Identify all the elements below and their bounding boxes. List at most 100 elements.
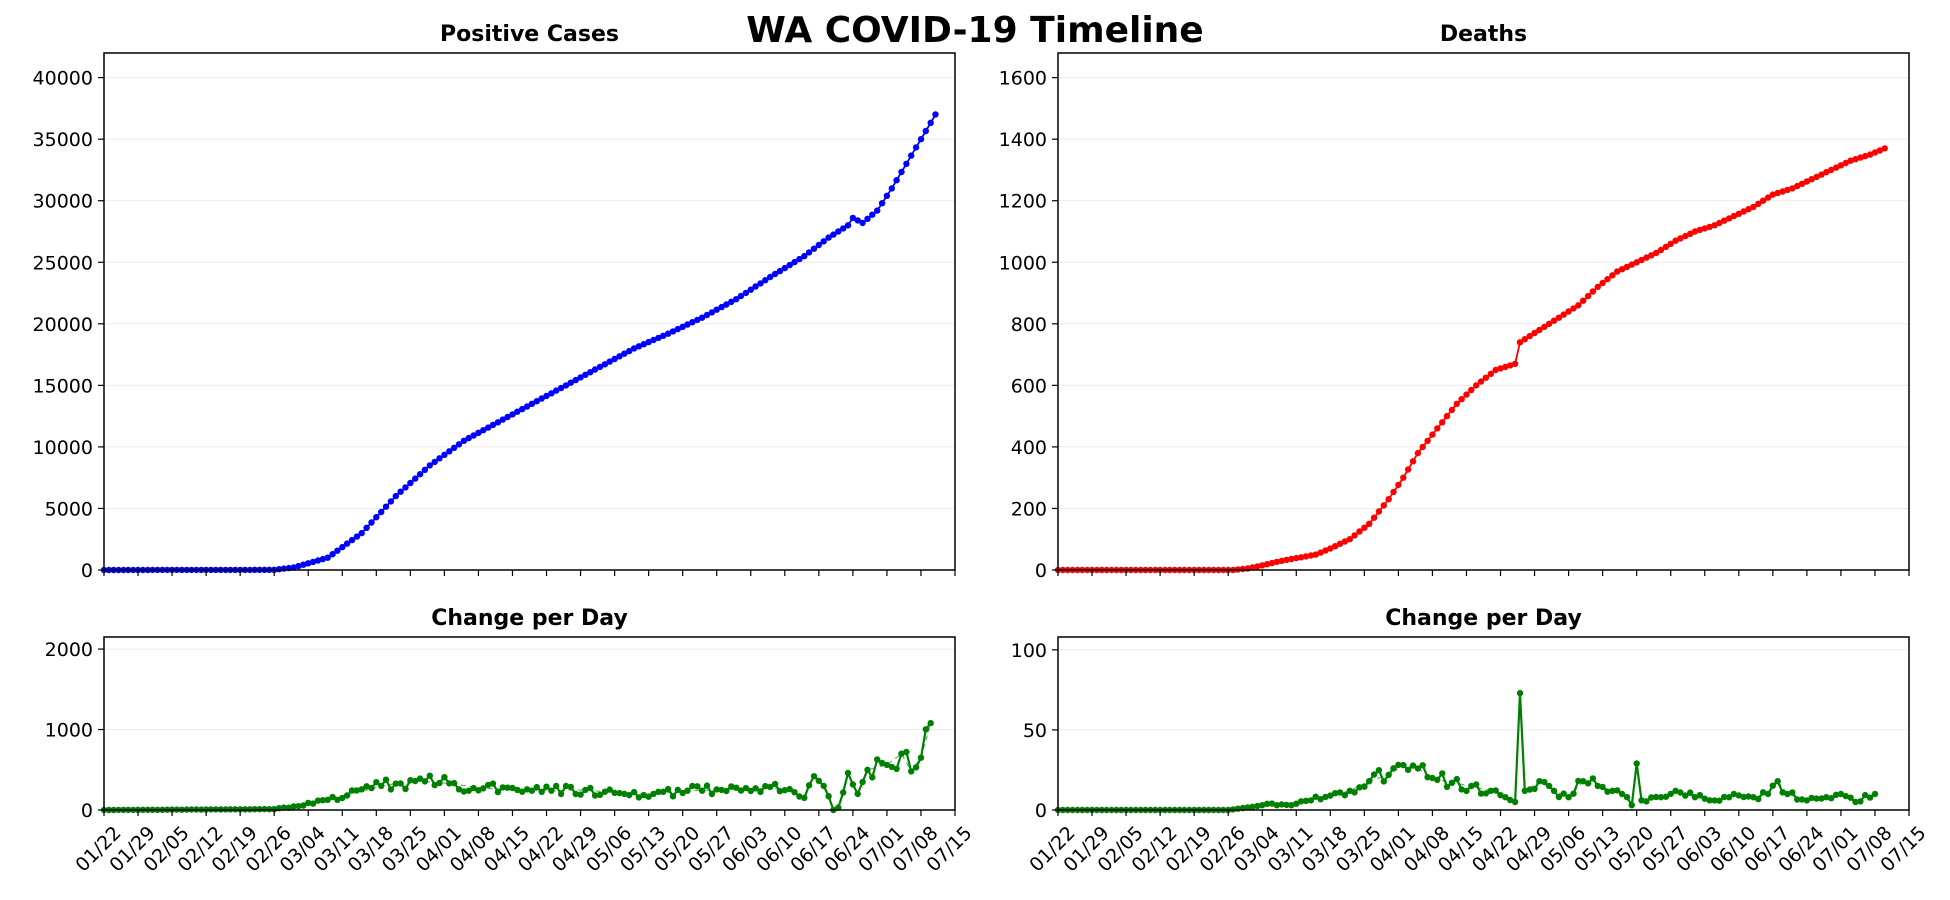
cases-change-data-point <box>475 787 482 794</box>
cases-change-data-point <box>407 777 414 784</box>
deaths-data-point <box>1322 547 1329 554</box>
deaths-data-point <box>1711 222 1718 229</box>
cases-data-point <box>591 366 599 373</box>
cases-change-data-point <box>363 783 370 790</box>
cases-change-data-point <box>844 769 852 777</box>
deaths-change-data-point <box>1487 787 1495 794</box>
deaths-data-point <box>1390 488 1397 496</box>
cases-data-point <box>767 273 774 281</box>
deaths-axes-frame <box>1057 52 1910 571</box>
deaths-data-point <box>1366 520 1373 527</box>
deaths-change-data-point <box>1633 760 1640 767</box>
deaths-change-data-point <box>1706 797 1713 804</box>
deaths-data-point <box>1526 332 1533 340</box>
deaths-change-data-point <box>1652 793 1660 801</box>
cases-change-data-point <box>523 786 531 793</box>
cases-change-data-point <box>840 789 847 796</box>
cases-panel-title: Positive Cases <box>440 22 619 47</box>
deaths-data-point <box>1871 149 1879 156</box>
cases-data-point <box>674 325 681 333</box>
cases-change-data-point <box>557 790 565 798</box>
deaths-data-point <box>1691 228 1699 235</box>
cases-data-point <box>679 323 686 330</box>
cases-data-point <box>446 448 453 455</box>
cases-data-point <box>601 361 609 368</box>
cases-change-data-point <box>538 788 545 795</box>
cases-change-data-point <box>801 794 808 802</box>
cases-data-point <box>883 192 891 199</box>
cases-change-data-point <box>446 780 453 787</box>
deaths-change-data-point <box>1832 791 1840 798</box>
cases-change-data-point <box>577 791 584 798</box>
deaths-data-point <box>1759 197 1767 204</box>
deaths-change-data-point <box>1380 778 1388 785</box>
cases-data-point <box>640 341 647 348</box>
deaths-data-point <box>1575 302 1582 309</box>
cases-change-data-point <box>737 787 745 794</box>
cases-change-data-point <box>708 790 716 798</box>
deaths-data-point <box>1555 314 1563 321</box>
cases-change-data-point <box>854 790 861 798</box>
deaths-change-data-point <box>1361 783 1368 790</box>
cases-change-data-point <box>421 778 429 785</box>
cases-data-point <box>557 384 565 392</box>
cases-change-data-point <box>689 782 696 790</box>
deaths-change-data-point <box>1584 780 1592 787</box>
deaths-data-point <box>1263 561 1271 568</box>
cases-data-point <box>538 395 545 402</box>
cases-change-data-point <box>480 785 487 792</box>
cases-change-data-point <box>441 774 448 781</box>
deaths-data-point <box>1866 151 1874 158</box>
cases-data-point <box>689 319 696 326</box>
cases-change-data-point <box>621 790 628 797</box>
deaths-change-data-point <box>1322 793 1329 801</box>
cases-data-point <box>893 177 900 184</box>
deaths-change-data-point <box>1618 790 1626 798</box>
deaths-data-point <box>1852 156 1859 163</box>
deaths-data-point <box>1531 329 1538 337</box>
cases-data-point <box>835 228 842 235</box>
deaths-change-data-point <box>1400 761 1407 769</box>
cases-change-data-point <box>645 793 652 800</box>
deaths-data-point <box>1327 545 1334 552</box>
cases-data-point <box>470 432 477 439</box>
deaths-change-data-point <box>1580 778 1587 785</box>
cases-data-point <box>343 540 351 547</box>
cases-change-data-point <box>548 787 555 794</box>
cases-data-point <box>543 392 550 400</box>
deaths-data-point <box>1784 186 1791 194</box>
cases-data-point <box>762 277 769 284</box>
cases-change-data-point <box>674 786 681 793</box>
cases-change-data-point <box>368 784 375 792</box>
cases-data-point <box>533 398 540 405</box>
cases-data-point <box>635 343 643 350</box>
deaths-data-point <box>1487 370 1495 377</box>
deaths-data-point <box>1584 292 1592 300</box>
deaths-data-point <box>1497 365 1504 372</box>
cases-data-point <box>650 336 657 344</box>
cases-change-data-point <box>703 782 711 789</box>
cases-data-point <box>373 514 380 521</box>
cases-data-point <box>742 289 750 297</box>
deaths-ytick-label: 400 <box>1011 437 1047 459</box>
deaths-data-point <box>1560 311 1567 318</box>
cases-change-data-point <box>290 803 297 810</box>
deaths-change-data-point <box>1769 782 1777 789</box>
cases-data-point <box>922 127 929 135</box>
deaths-data-point <box>1259 562 1266 569</box>
deaths-ytick-label: 0 <box>1035 560 1047 582</box>
panel-deaths-change: 05010001/2201/2902/0502/1202/1902/2603/0… <box>1011 606 1931 876</box>
cases-data-point <box>908 152 915 159</box>
cases-data-point <box>504 413 511 421</box>
cases-change-data-point <box>664 785 672 793</box>
cases-data-point <box>295 562 302 570</box>
deaths-data-point <box>1254 563 1261 570</box>
cases-data-point <box>854 217 861 224</box>
cases-data-point <box>849 214 857 222</box>
deaths-data-point <box>1370 514 1378 521</box>
cases-data-point <box>407 479 414 487</box>
cases-data-point <box>669 328 677 335</box>
deaths-change-data-point <box>1784 790 1791 798</box>
deaths-change-data-point <box>1682 792 1689 799</box>
cases-change-data-point <box>791 789 798 796</box>
